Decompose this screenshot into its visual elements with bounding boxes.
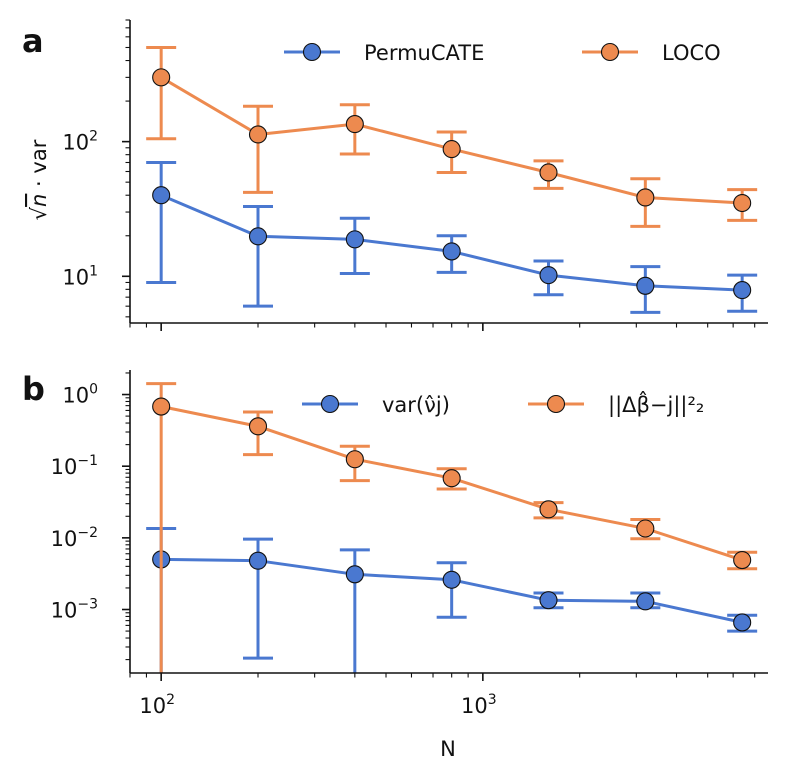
series-group-b bbox=[146, 382, 758, 673]
panel-b-legend: var(ν̂j) ||Δβ̂−j||²₂ bbox=[302, 391, 704, 418]
data-point-a-0-0 bbox=[152, 186, 171, 205]
y-tick-label-a-1-base: 10 bbox=[62, 131, 89, 155]
x-tick-label-1-base: 10 bbox=[461, 694, 488, 718]
legend-item-b-1: ||Δβ̂−j||²₂ bbox=[528, 391, 704, 418]
legend-label-a-0: PermuCATE bbox=[364, 41, 484, 65]
data-point-a-1-1 bbox=[248, 125, 268, 144]
data-point-b-1-6 bbox=[733, 551, 752, 570]
y-tick-label-b-1-exp: −1 bbox=[77, 453, 98, 469]
panel-label-a: a bbox=[22, 22, 44, 60]
data-point-b-1-2 bbox=[345, 450, 364, 469]
panel-label-b: b bbox=[22, 370, 45, 408]
y-tick-label-a-1: 102 bbox=[62, 129, 98, 155]
x-axis-label: N bbox=[440, 737, 456, 761]
y-tick-label-b-2: 10−2 bbox=[51, 525, 98, 551]
y-tick-label-b-2-base: 10 bbox=[51, 527, 78, 551]
data-point-b-0-5 bbox=[636, 592, 655, 611]
series-a-1 bbox=[146, 45, 758, 228]
panel-a-plot-area bbox=[146, 45, 758, 314]
legend-marker-a-1 bbox=[600, 42, 620, 62]
legend-label-a-1: LOCO bbox=[662, 41, 721, 65]
y-tick-label-b-1-base: 10 bbox=[51, 455, 78, 479]
y-tick-label-b-0-exp: 0 bbox=[89, 382, 98, 398]
y-tick-label-b-3: 10−3 bbox=[51, 597, 98, 623]
y-axis-label-a: √n · var bbox=[27, 139, 51, 220]
series-b-0 bbox=[146, 527, 758, 673]
legend-label-b-0: var(ν̂j) bbox=[382, 393, 450, 417]
series-group-a bbox=[146, 45, 758, 314]
data-point-b-1-5 bbox=[636, 519, 655, 538]
panel-a-legend: PermuCATE LOCO bbox=[284, 41, 721, 65]
data-point-a-1-4 bbox=[539, 163, 558, 182]
y-tick-label-a-1-exp: 2 bbox=[89, 129, 98, 145]
data-point-a-0-4 bbox=[539, 266, 558, 285]
legend-marker-b-1 bbox=[546, 394, 566, 414]
legend-label-b-1: ||Δβ̂−j||²₂ bbox=[608, 391, 704, 418]
data-point-b-0-2 bbox=[345, 565, 364, 584]
y-tick-label-a-0-base: 10 bbox=[62, 265, 89, 289]
data-point-b-0-1 bbox=[248, 551, 268, 570]
legend-item-b-0: var(ν̂j) bbox=[302, 393, 450, 417]
legend-marker-b-0 bbox=[320, 394, 340, 414]
data-point-a-1-3 bbox=[442, 140, 461, 159]
y-tick-label-a-0: 101 bbox=[62, 263, 98, 289]
legend-marker-a-0 bbox=[302, 42, 322, 62]
data-point-b-0-3 bbox=[442, 570, 461, 589]
data-point-a-1-6 bbox=[733, 193, 752, 213]
data-point-a-1-2 bbox=[345, 115, 364, 134]
data-point-b-1-3 bbox=[442, 469, 461, 488]
data-point-b-1-1 bbox=[248, 417, 268, 436]
panel-b-plot-area bbox=[146, 382, 758, 673]
data-point-a-0-1 bbox=[248, 227, 268, 246]
data-point-b-0-4 bbox=[539, 591, 558, 610]
data-point-b-1-0 bbox=[152, 397, 171, 416]
data-point-b-1-4 bbox=[539, 500, 558, 519]
y-tick-label-b-1: 10−1 bbox=[51, 453, 98, 479]
series-b-1 bbox=[146, 382, 758, 673]
data-point-a-0-5 bbox=[636, 276, 655, 295]
y-tick-label-b-3-base: 10 bbox=[51, 599, 78, 623]
y-tick-label-a-0-exp: 1 bbox=[89, 263, 98, 279]
x-tick-label-0-base: 10 bbox=[139, 694, 166, 718]
y-tick-label-b-0-base: 10 bbox=[62, 384, 89, 408]
data-point-a-1-0 bbox=[152, 68, 171, 87]
series-a-0 bbox=[146, 160, 758, 314]
legend-item-a-1: LOCO bbox=[582, 41, 721, 65]
data-point-b-0-6 bbox=[733, 613, 752, 632]
data-point-a-0-3 bbox=[442, 242, 461, 261]
x-tick-label-0-exp: 2 bbox=[166, 692, 175, 708]
legend-item-a-0: PermuCATE bbox=[284, 41, 484, 65]
x-tick-label-1: 103 bbox=[461, 692, 497, 718]
y-tick-label-b-0: 100 bbox=[62, 382, 98, 408]
data-point-a-0-2 bbox=[345, 230, 364, 249]
y-tick-label-b-2-exp: −2 bbox=[77, 525, 98, 541]
y-tick-label-b-3-exp: −3 bbox=[77, 597, 98, 613]
x-tick-label-0: 102 bbox=[139, 692, 175, 718]
x-tick-label-1-exp: 3 bbox=[488, 692, 497, 708]
data-point-a-0-6 bbox=[733, 281, 752, 300]
data-point-a-1-5 bbox=[636, 188, 655, 207]
